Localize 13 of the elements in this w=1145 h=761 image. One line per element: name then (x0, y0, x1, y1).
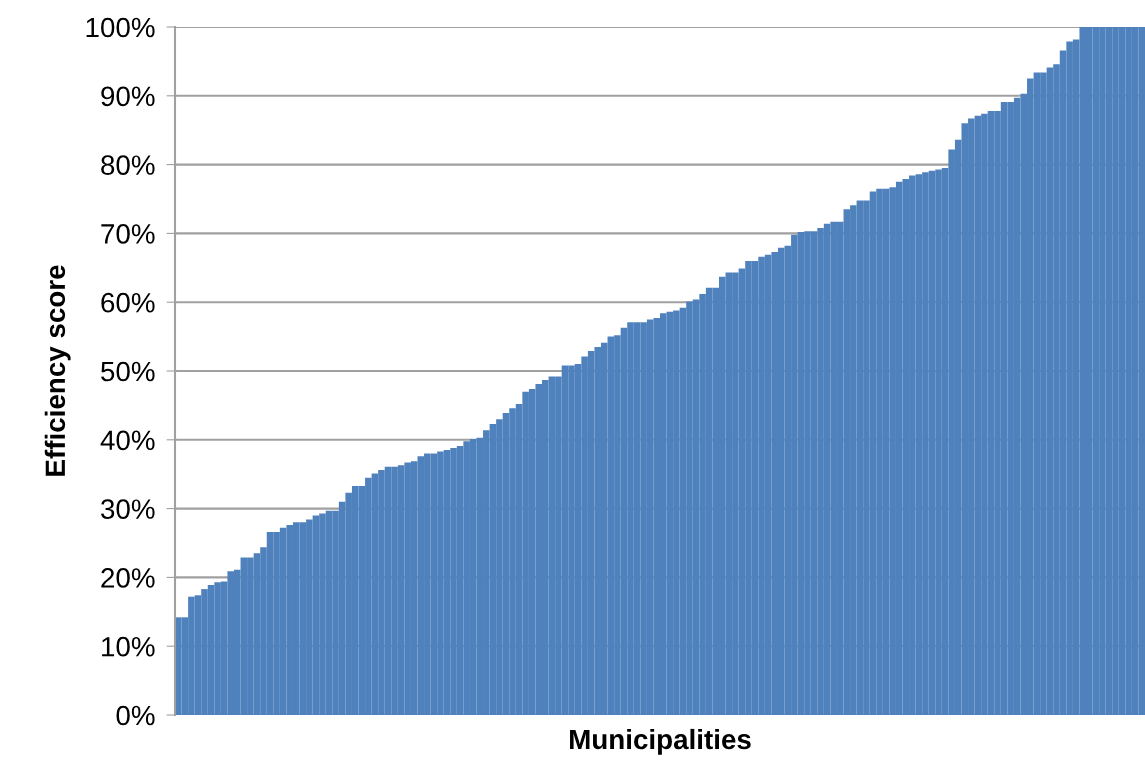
y-tick-label: 50% (101, 361, 155, 382)
y-tick-label: 80% (101, 155, 155, 175)
y-tick-label: 70% (101, 224, 155, 244)
y-tick-label: 0% (116, 705, 155, 726)
y-tick-label: 40% (100, 430, 155, 451)
y-tick-label: 100% (86, 17, 155, 38)
y-tick-label: 60% (101, 292, 155, 313)
y-tick-label: 30% (101, 499, 155, 519)
x-axis-title: Municipalities (570, 728, 751, 755)
y-tick-label: 90% (101, 86, 155, 107)
y-tick-label: 20% (101, 568, 155, 588)
y-tick-label: 10% (102, 636, 155, 657)
y-axis-title: Efficiency score (44, 265, 71, 476)
